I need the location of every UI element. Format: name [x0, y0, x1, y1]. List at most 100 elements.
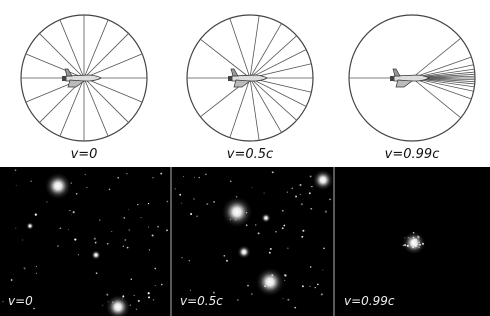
star — [138, 300, 140, 302]
star — [95, 242, 97, 244]
star — [194, 177, 195, 178]
star — [148, 296, 150, 298]
star — [15, 169, 17, 171]
star — [284, 274, 286, 276]
sky-label: v=0 — [8, 294, 33, 308]
star — [57, 245, 59, 247]
star — [329, 199, 331, 201]
star — [301, 203, 303, 205]
star — [16, 185, 17, 186]
star — [292, 188, 293, 189]
star — [107, 243, 109, 245]
star — [129, 229, 130, 230]
star — [182, 257, 183, 258]
star — [2, 301, 3, 302]
star — [270, 248, 272, 250]
bright-star — [237, 245, 251, 259]
star — [155, 285, 156, 286]
star — [272, 171, 274, 173]
star — [275, 231, 277, 233]
star — [148, 226, 149, 227]
star — [251, 293, 253, 295]
star — [224, 255, 226, 257]
bright-star — [26, 222, 34, 230]
star — [106, 294, 108, 296]
shuttle-engine — [390, 76, 394, 81]
diagram-row — [21, 15, 475, 141]
star — [78, 254, 79, 255]
bright-star — [402, 231, 426, 255]
star — [183, 176, 184, 177]
star — [213, 201, 215, 203]
aberration-diagram — [187, 15, 313, 141]
star — [109, 189, 111, 191]
star — [111, 231, 112, 232]
star — [198, 177, 199, 178]
star — [134, 295, 135, 296]
star — [287, 248, 288, 249]
star — [117, 177, 119, 179]
aberration-diagram — [349, 15, 475, 141]
star — [247, 285, 249, 287]
star — [282, 227, 284, 229]
star — [315, 287, 316, 288]
star — [310, 175, 312, 177]
star — [149, 249, 150, 250]
star — [166, 230, 168, 232]
diagram-label: v=0.5c — [227, 147, 273, 162]
diagram-label: v=0.99c — [385, 147, 440, 162]
star — [96, 272, 98, 274]
star — [255, 224, 257, 226]
star — [205, 174, 206, 175]
star — [317, 284, 319, 286]
star — [131, 278, 132, 279]
star — [153, 299, 154, 300]
sky-panel — [402, 231, 426, 255]
star — [181, 203, 182, 204]
star — [152, 177, 153, 178]
star — [46, 201, 47, 202]
star — [322, 270, 323, 271]
star — [60, 227, 62, 229]
star — [287, 299, 289, 301]
star — [309, 192, 311, 194]
star — [258, 232, 260, 234]
star — [310, 266, 312, 268]
star — [167, 201, 169, 203]
star — [102, 305, 103, 306]
star — [152, 235, 154, 237]
star — [282, 210, 284, 212]
sky-label: v=0.5c — [180, 294, 223, 308]
star — [310, 208, 312, 210]
figure: v=0 v=0.5c v=0.99c v=0 v=0.5c v=0.99c — [0, 0, 490, 316]
star — [160, 173, 162, 175]
star — [36, 266, 37, 267]
star — [154, 268, 156, 270]
star — [206, 203, 208, 205]
bright-star — [44, 172, 72, 200]
star — [323, 247, 325, 249]
star — [85, 174, 86, 175]
star — [189, 260, 190, 261]
star — [321, 293, 323, 295]
star — [295, 196, 297, 198]
star — [196, 215, 197, 216]
star — [283, 298, 284, 299]
star — [252, 187, 253, 188]
star — [302, 285, 304, 287]
star — [175, 188, 176, 189]
star — [15, 228, 16, 229]
star — [69, 210, 70, 211]
bright-star — [91, 250, 101, 260]
star — [226, 260, 228, 262]
star — [124, 239, 126, 241]
star — [264, 193, 265, 194]
diagram-label: v=0 — [71, 147, 98, 162]
star — [99, 219, 100, 220]
star — [73, 211, 75, 213]
star — [287, 192, 288, 193]
star — [123, 217, 125, 219]
star — [157, 226, 159, 228]
star — [148, 292, 150, 294]
star — [309, 286, 310, 287]
